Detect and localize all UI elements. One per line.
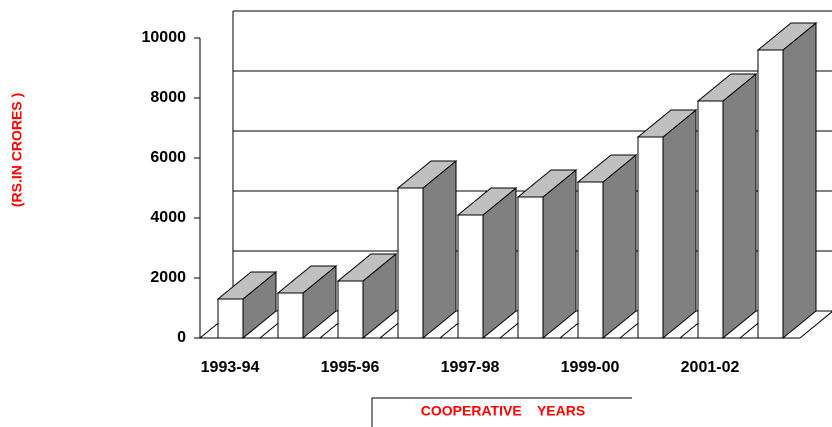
y-tick-label: 10000 xyxy=(142,29,187,46)
bar xyxy=(637,136,664,339)
y-tick-label: 8000 xyxy=(150,89,186,106)
bar xyxy=(337,280,364,339)
y-tick-label: 2000 xyxy=(150,269,186,286)
x-label-box xyxy=(371,397,632,427)
bar-side xyxy=(422,159,457,340)
bar-side xyxy=(722,72,757,340)
y-tick-label: 4000 xyxy=(150,209,186,226)
bar xyxy=(517,196,544,339)
x-tick-label: 1993-94 xyxy=(201,359,260,376)
bar xyxy=(397,187,424,339)
bar-side xyxy=(542,168,577,340)
x-tick-label: 1995-96 xyxy=(321,359,380,376)
bar-side xyxy=(662,108,697,340)
bar-side xyxy=(602,153,637,340)
bar xyxy=(457,214,484,339)
x-axis-label: COOPERATIVE YEARS xyxy=(421,403,585,419)
bar xyxy=(217,298,244,339)
bar xyxy=(757,49,784,339)
y-tick-label: 0 xyxy=(177,329,186,346)
y-tick-label: 6000 xyxy=(150,149,186,166)
x-tick-label: 2001-02 xyxy=(681,359,740,376)
bar-side xyxy=(782,21,817,340)
bar xyxy=(697,100,724,339)
floor-divider xyxy=(799,311,832,339)
bar xyxy=(277,292,304,339)
bar xyxy=(577,181,604,339)
y-axis-label: (RS.IN CRORES ) xyxy=(9,93,25,207)
x-tick-label: 1999-00 xyxy=(561,359,620,376)
x-tick-label: 1997-98 xyxy=(441,359,500,376)
